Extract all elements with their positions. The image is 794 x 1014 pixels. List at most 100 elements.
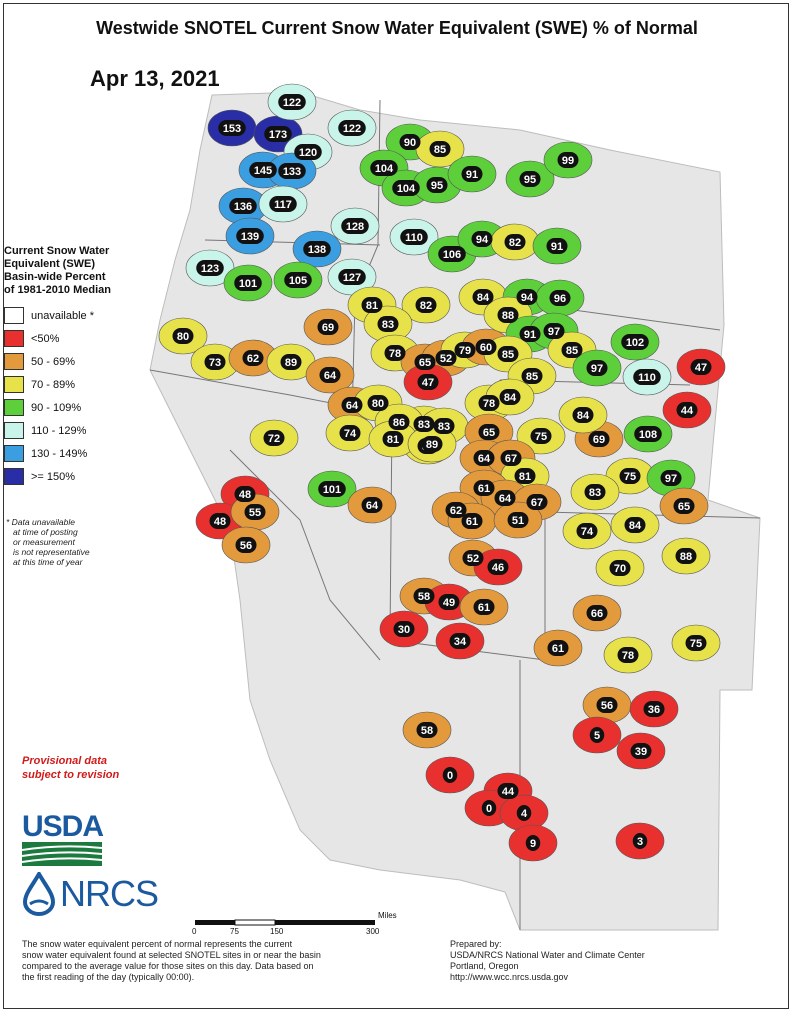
- basin-value-label: 61: [466, 516, 478, 528]
- basin-label-bg: [660, 470, 682, 486]
- basin-label-bg: [584, 484, 606, 500]
- usda-logo-text: USDA: [22, 810, 104, 843]
- basin-value-label: 51: [512, 515, 524, 527]
- basin-label-bg: [280, 354, 302, 370]
- basin-label-bg: [547, 640, 569, 656]
- basin-label-bg: [341, 218, 369, 234]
- basin-label-bg: [497, 346, 519, 362]
- basin-label-bg: [633, 369, 661, 385]
- legend: unavailable * <50% 50 - 69% 70 - 89% 90 - 10…: [4, 304, 114, 488]
- basin-label-bg: [341, 397, 363, 413]
- basin-label-bg: [435, 350, 457, 366]
- basin-label-bg: [318, 481, 346, 497]
- basin-label-bg: [196, 260, 224, 276]
- basin-label-bg: [461, 513, 483, 529]
- provisional-notice: Provisional data subject to revision: [22, 754, 152, 782]
- basin-value-label: 70: [614, 563, 626, 575]
- scale-unit: Miles: [378, 911, 397, 920]
- basin-label-bg: [461, 166, 483, 182]
- basin-value-label: 95: [431, 180, 443, 192]
- legend-note-line: at time of posting: [13, 527, 78, 537]
- basin-label-bg: [445, 502, 467, 518]
- scale-labels: Miles 0 75 150 300: [190, 911, 397, 943]
- basin-label-bg: [370, 160, 398, 176]
- basin-label-bg: [481, 800, 497, 816]
- page-title: Westwide SNOTEL Current Snow Water Equiv…: [96, 18, 698, 38]
- legend-title-line: Current Snow Water: [4, 245, 110, 257]
- basin-value-label: 95: [524, 174, 536, 186]
- basin-label-bg: [588, 431, 610, 447]
- basin-value-label: 106: [443, 249, 461, 261]
- basin-label-bg: [596, 697, 618, 713]
- legend-label: 110 - 129%: [31, 424, 87, 437]
- basin-label-bg: [209, 513, 231, 529]
- basin-label-bg: [473, 480, 495, 496]
- basin-label-bg: [572, 407, 594, 423]
- basin-label-bg: [676, 402, 698, 418]
- basin-value-label: 74: [581, 526, 594, 538]
- basin-label-bg: [472, 289, 494, 305]
- basin-label-bg: [494, 490, 516, 506]
- basin-label-bg: [478, 424, 500, 440]
- basin-value-label: 0: [447, 770, 453, 782]
- basin-value-label: 89: [426, 439, 438, 451]
- basin-label-bg: [507, 512, 529, 528]
- basin-label-bg: [632, 833, 648, 849]
- basin-value-label: 97: [548, 326, 560, 338]
- basin-value-label: 83: [589, 487, 601, 499]
- footnote-line: snow water equivalent found at selected …: [22, 950, 321, 960]
- basin-label-bg: [643, 701, 665, 717]
- legend-swatch: [4, 307, 24, 324]
- basin-label-bg: [514, 468, 536, 484]
- basin-value-label: 88: [680, 551, 692, 563]
- prepared-line: Prepared by:: [450, 939, 502, 949]
- basin-label-bg: [487, 559, 509, 575]
- legend-item: 130 - 149%: [4, 442, 114, 465]
- basin-value-label: 81: [387, 434, 399, 446]
- basin-value-label: 61: [478, 602, 490, 614]
- basin-label-bg: [525, 835, 541, 851]
- scale-tick: 150: [270, 927, 284, 936]
- basin-label-bg: [475, 339, 497, 355]
- basin-label-bg: [617, 647, 639, 663]
- basin-label-bg: [557, 152, 579, 168]
- basin-value-label: 49: [443, 597, 455, 609]
- prepared-line: Portland, Oregon: [450, 961, 519, 971]
- footnote: The snow water equivalent percent of nor…: [22, 939, 382, 983]
- basin-label-bg: [619, 468, 641, 484]
- basin-label-bg: [382, 431, 404, 447]
- basin-value-label: 30: [398, 624, 410, 636]
- legend-swatch: [4, 468, 24, 485]
- basin-label-bg: [521, 368, 543, 384]
- basin-label-bg: [516, 289, 538, 305]
- basin-value-label: 62: [247, 353, 259, 365]
- basin-label-bg: [500, 450, 522, 466]
- legend-note-line: is not representative: [13, 547, 90, 557]
- basin-value-label: 99: [562, 155, 574, 167]
- basin-value-label: 102: [626, 337, 644, 349]
- basin-value-label: 84: [477, 292, 490, 304]
- basin-label-bg: [278, 94, 306, 110]
- basin-label-bg: [172, 328, 194, 344]
- basin-value-label: 120: [299, 147, 317, 159]
- basin-label-bg: [546, 238, 568, 254]
- basin-label-bg: [624, 517, 646, 533]
- basin-value-label: 85: [502, 349, 514, 361]
- legend-swatch: [4, 445, 24, 462]
- basin-label-bg: [685, 635, 707, 651]
- basin-value-label: 65: [678, 501, 690, 513]
- basin-label-bg: [264, 126, 292, 142]
- basin-value-label: 81: [519, 471, 531, 483]
- legend-label: >= 150%: [31, 470, 76, 483]
- basin-value-label: 85: [566, 345, 578, 357]
- basin-value-label: 82: [420, 300, 432, 312]
- basin-label-bg: [242, 350, 264, 366]
- basin-value-label: 55: [249, 507, 261, 519]
- basin-value-label: 3: [637, 836, 643, 848]
- basin-value-label: 58: [418, 591, 430, 603]
- basin-value-label: 89: [285, 357, 297, 369]
- basin-label-bg: [367, 395, 389, 411]
- basin-value-label: 97: [665, 473, 677, 485]
- basin-value-label: 0: [486, 803, 492, 815]
